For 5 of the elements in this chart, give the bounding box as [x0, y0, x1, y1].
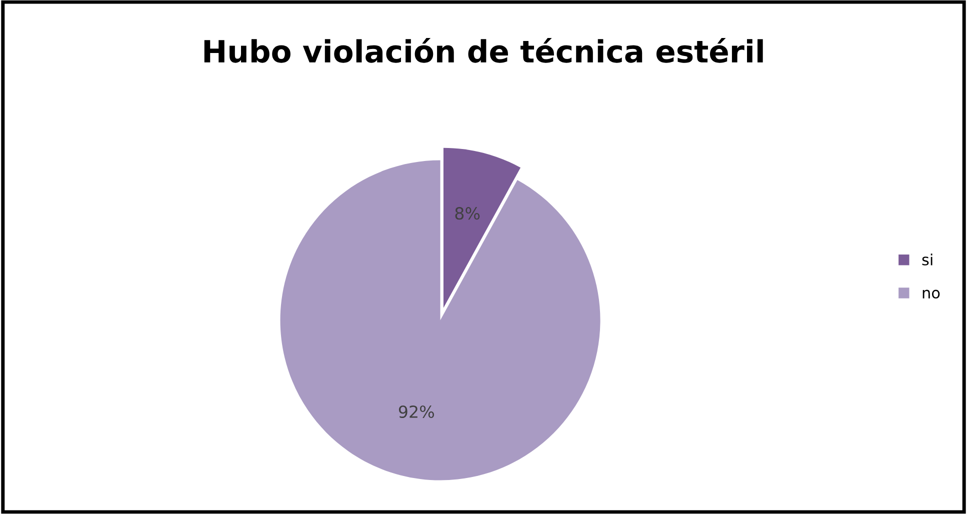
- legend-label: no: [922, 290, 940, 299]
- legend-label: si: [922, 254, 932, 266]
- data-label: 8%: [455, 207, 480, 220]
- chart-title: Hubo violación de técnica estéril: [204, 38, 763, 63]
- data-label: 92%: [398, 405, 434, 418]
